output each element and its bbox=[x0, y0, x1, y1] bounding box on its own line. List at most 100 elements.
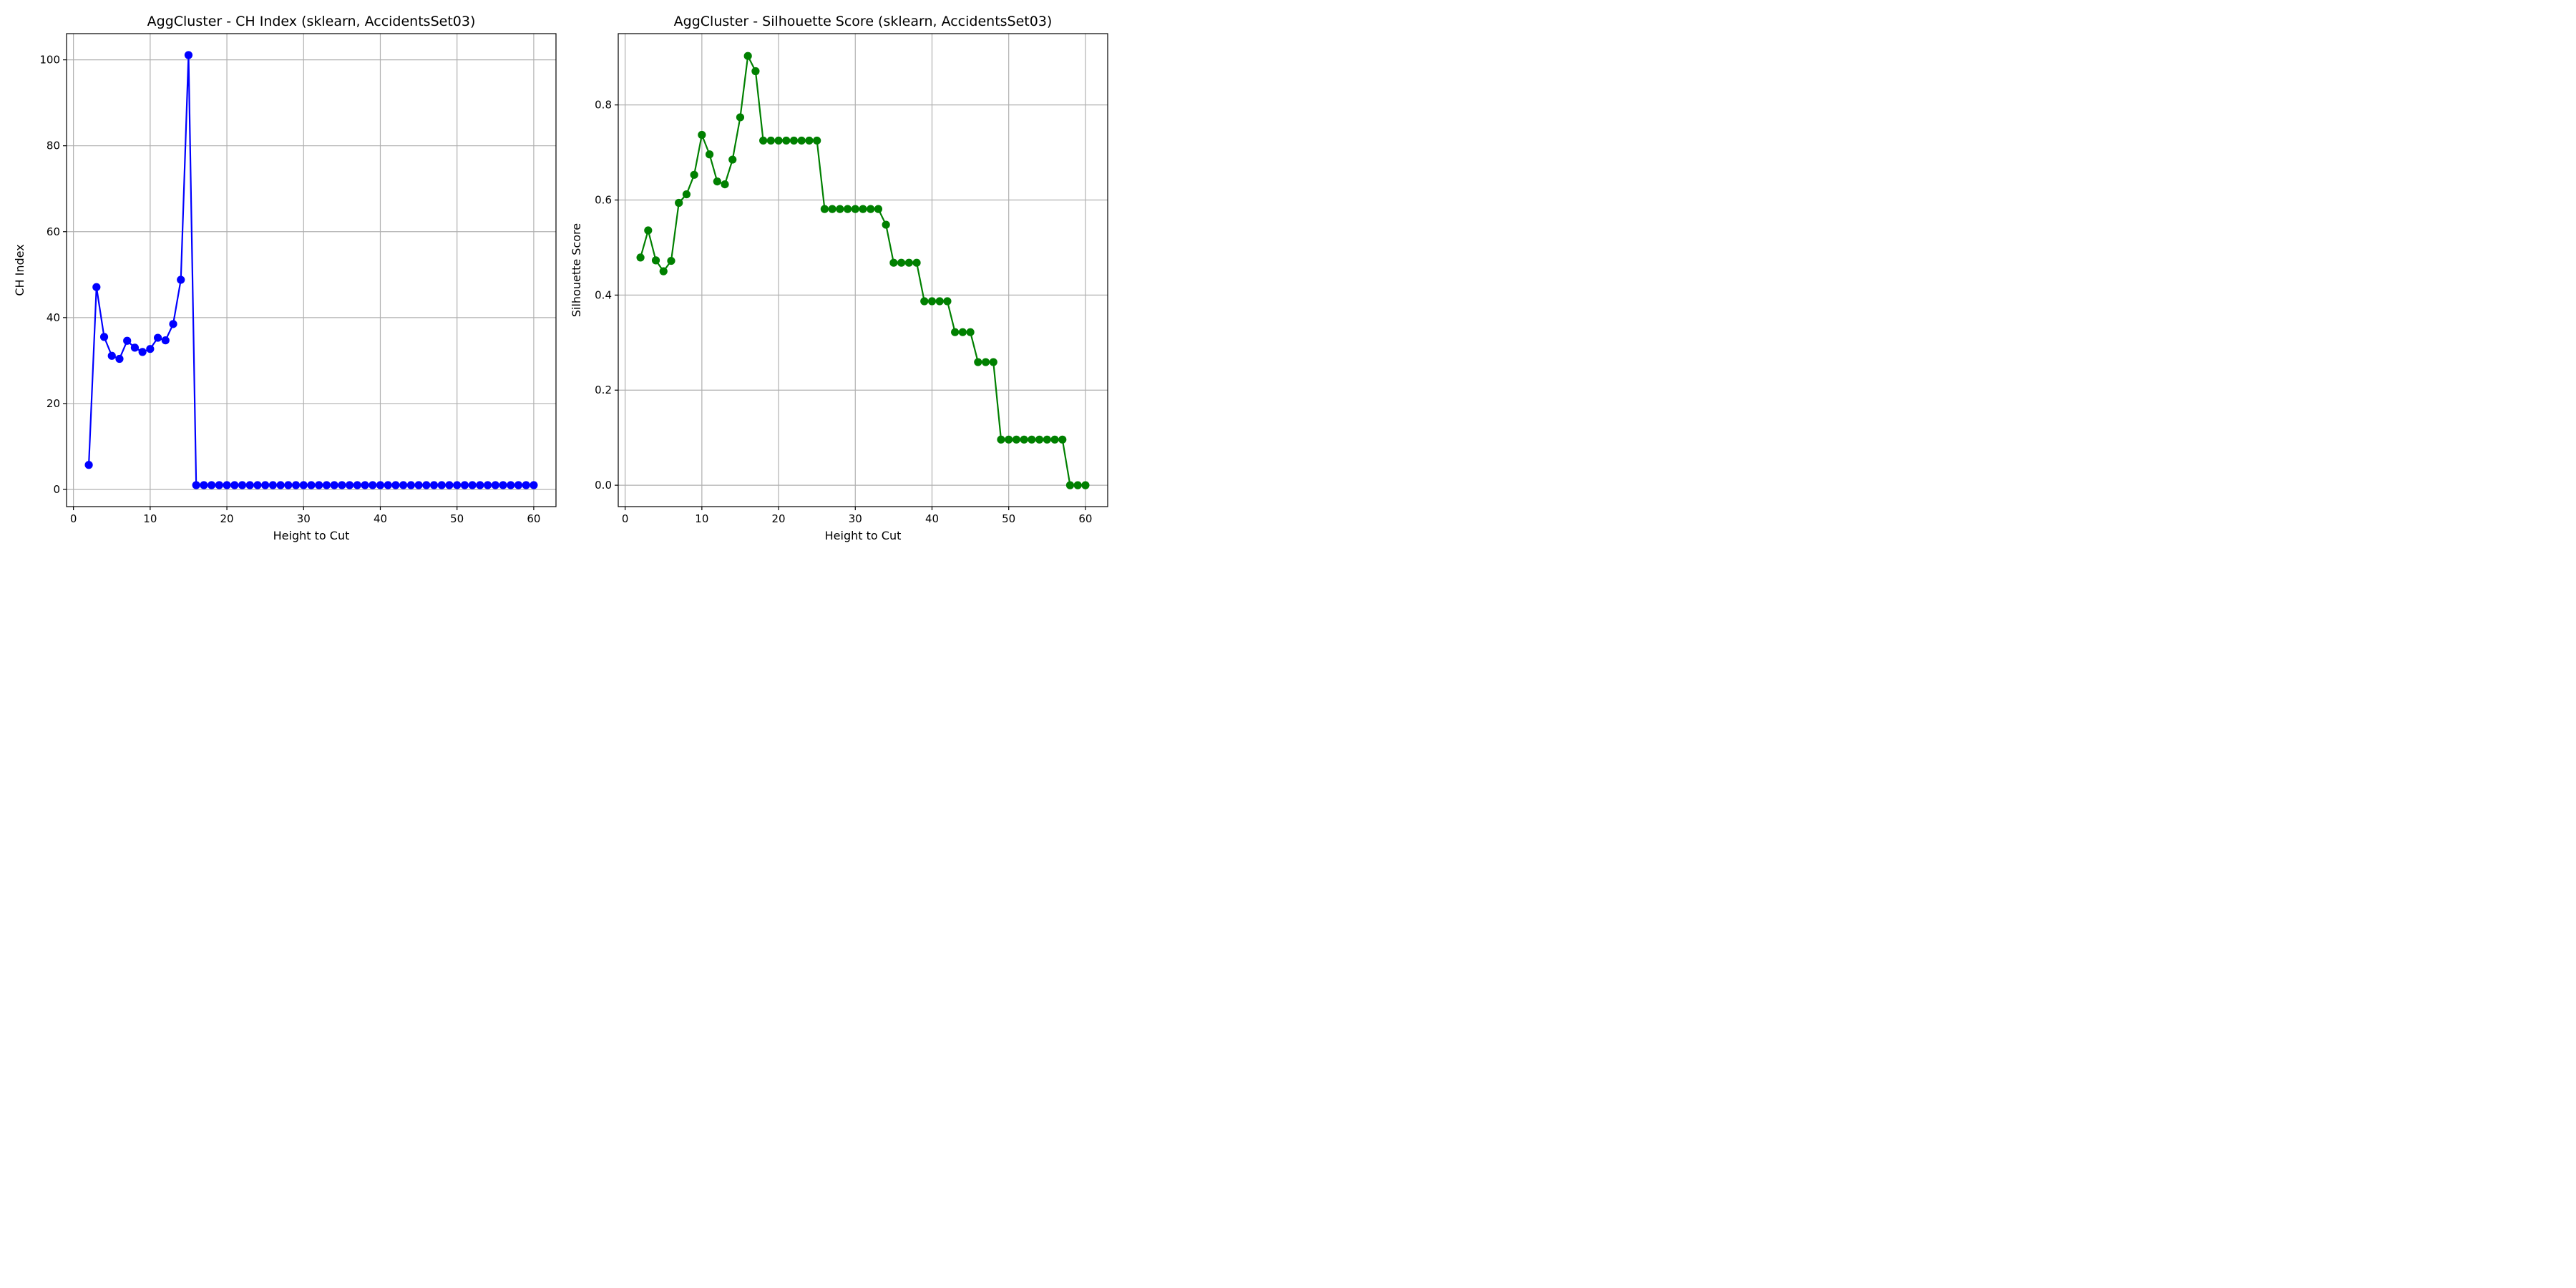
silhouette-x-tick-label: 10 bbox=[695, 512, 708, 525]
ch-data-point bbox=[499, 481, 507, 489]
ch-data-point bbox=[200, 481, 208, 489]
silhouette-data-point bbox=[774, 136, 783, 145]
silhouette-data-point bbox=[851, 205, 859, 213]
silhouette-data-point bbox=[766, 136, 775, 145]
silhouette-y-tick-label: 0.8 bbox=[595, 99, 612, 112]
silhouette-data-point bbox=[690, 170, 698, 179]
ch-data-point bbox=[429, 481, 439, 489]
ch-x-tick-label: 40 bbox=[374, 512, 387, 525]
ch-data-point bbox=[507, 481, 515, 489]
ch-data-point bbox=[399, 481, 408, 489]
ch-x-tick-label: 30 bbox=[297, 512, 311, 525]
silhouette-data-point bbox=[843, 205, 852, 213]
ch-data-point bbox=[177, 275, 185, 284]
ch-data-point bbox=[230, 481, 239, 489]
silhouette-data-point bbox=[859, 205, 867, 213]
ch-data-point bbox=[491, 481, 499, 489]
silhouette-data-point bbox=[997, 435, 1005, 444]
silhouette-chart: 0 10 20 30 40 50 60 0.0 0.2 0.4 0.6 0.8 AggCluster… bbox=[570, 14, 1108, 542]
silhouette-y-tick-label: 0.0 bbox=[595, 479, 612, 492]
ch-y-tick-label: 20 bbox=[47, 397, 60, 410]
silhouette-data-point bbox=[927, 297, 937, 306]
figure: 0 10 20 30 40 50 60 0 20 40 60 80 100 AggCluster - … bbox=[0, 0, 1122, 561]
ch-data-point bbox=[192, 481, 200, 489]
silhouette-data-point bbox=[675, 198, 683, 208]
ch-data-point bbox=[284, 481, 293, 489]
silhouette-data-point bbox=[989, 358, 997, 366]
silhouette-data-point bbox=[759, 136, 768, 145]
ch-data-point bbox=[261, 481, 270, 489]
silhouette-data-point bbox=[1020, 435, 1028, 444]
ch-data-point bbox=[391, 481, 400, 489]
silhouette-data-point bbox=[1065, 481, 1075, 489]
silhouette-data-point bbox=[981, 358, 990, 366]
ch-data-point bbox=[445, 481, 454, 489]
silhouette-data-point bbox=[1043, 435, 1051, 444]
ch-y-tick-label: 80 bbox=[47, 140, 60, 152]
ch-data-point bbox=[245, 481, 254, 489]
ch-x-tick-label: 0 bbox=[70, 512, 77, 525]
silhouette-data-point bbox=[1028, 435, 1036, 444]
silhouette-x-tick-label: 20 bbox=[772, 512, 786, 525]
ch-data-point bbox=[276, 481, 285, 489]
ch-data-point bbox=[208, 481, 216, 489]
ch-data-point bbox=[161, 336, 170, 345]
silhouette-data-point bbox=[698, 130, 706, 140]
ch-y-tick-label: 40 bbox=[47, 311, 60, 324]
silhouette-data-point bbox=[705, 150, 714, 159]
ch-x-axis-label: Height to Cut bbox=[273, 529, 350, 542]
silhouette-data-point bbox=[935, 297, 944, 306]
ch-y-tick-label: 100 bbox=[39, 54, 60, 67]
silhouette-data-point bbox=[713, 177, 721, 186]
ch-data-point bbox=[130, 343, 140, 352]
silhouette-data-point bbox=[743, 52, 752, 60]
ch-data-point bbox=[92, 283, 101, 291]
ch-data-point bbox=[530, 481, 538, 489]
silhouette-y-tick-label: 0.6 bbox=[595, 194, 612, 207]
ch-data-point bbox=[437, 481, 446, 489]
silhouette-data-point bbox=[828, 205, 836, 213]
ch-data-point bbox=[361, 481, 369, 489]
ch-data-point bbox=[422, 481, 431, 489]
ch-data-point bbox=[330, 481, 338, 489]
ch-plot-frame bbox=[66, 33, 557, 507]
silhouette-x-axis-label: Height to Cut bbox=[825, 529, 902, 542]
silhouette-data-point bbox=[889, 258, 898, 267]
ch-data-point bbox=[215, 481, 223, 489]
ch-data-point bbox=[84, 461, 93, 469]
silhouette-y-ticks: 0.0 0.2 0.4 0.6 0.8 bbox=[595, 99, 618, 492]
silhouette-series bbox=[636, 52, 1090, 489]
silhouette-data-point bbox=[836, 205, 844, 213]
silhouette-data-point bbox=[912, 258, 921, 267]
ch-y-tick-label: 0 bbox=[53, 483, 60, 496]
silhouette-data-point bbox=[667, 256, 675, 265]
ch-data-point bbox=[376, 481, 385, 489]
ch-data-point bbox=[460, 481, 469, 489]
silhouette-data-point bbox=[789, 136, 799, 145]
silhouette-data-point bbox=[1081, 481, 1090, 489]
silhouette-data-point bbox=[659, 267, 668, 275]
silhouette-x-tick-label: 50 bbox=[1002, 512, 1015, 525]
silhouette-data-point bbox=[636, 253, 645, 262]
silhouette-x-ticks: 0 10 20 30 40 50 60 bbox=[622, 507, 1092, 525]
ch-x-tick-label: 50 bbox=[450, 512, 464, 525]
silhouette-x-tick-label: 60 bbox=[1078, 512, 1092, 525]
ch-y-ticks: 0 20 40 60 80 100 bbox=[39, 54, 67, 496]
silhouette-data-point bbox=[651, 256, 660, 265]
ch-data-point bbox=[468, 481, 477, 489]
silhouette-y-tick-label: 0.4 bbox=[595, 288, 612, 301]
silhouette-data-point bbox=[797, 136, 806, 145]
ch-data-point bbox=[223, 481, 231, 489]
ch-data-point bbox=[338, 481, 346, 489]
silhouette-data-point bbox=[682, 190, 691, 199]
silhouette-data-point bbox=[874, 205, 883, 213]
silhouette-data-point bbox=[751, 67, 760, 76]
silhouette-data-point bbox=[1005, 435, 1013, 444]
ch-data-point bbox=[238, 481, 247, 489]
ch-data-point bbox=[384, 481, 392, 489]
ch-data-point bbox=[291, 481, 301, 489]
silhouette-data-point bbox=[1073, 481, 1082, 489]
silhouette-data-point bbox=[1050, 435, 1059, 444]
ch-x-tick-label: 60 bbox=[527, 512, 540, 525]
silhouette-data-point bbox=[728, 155, 737, 164]
